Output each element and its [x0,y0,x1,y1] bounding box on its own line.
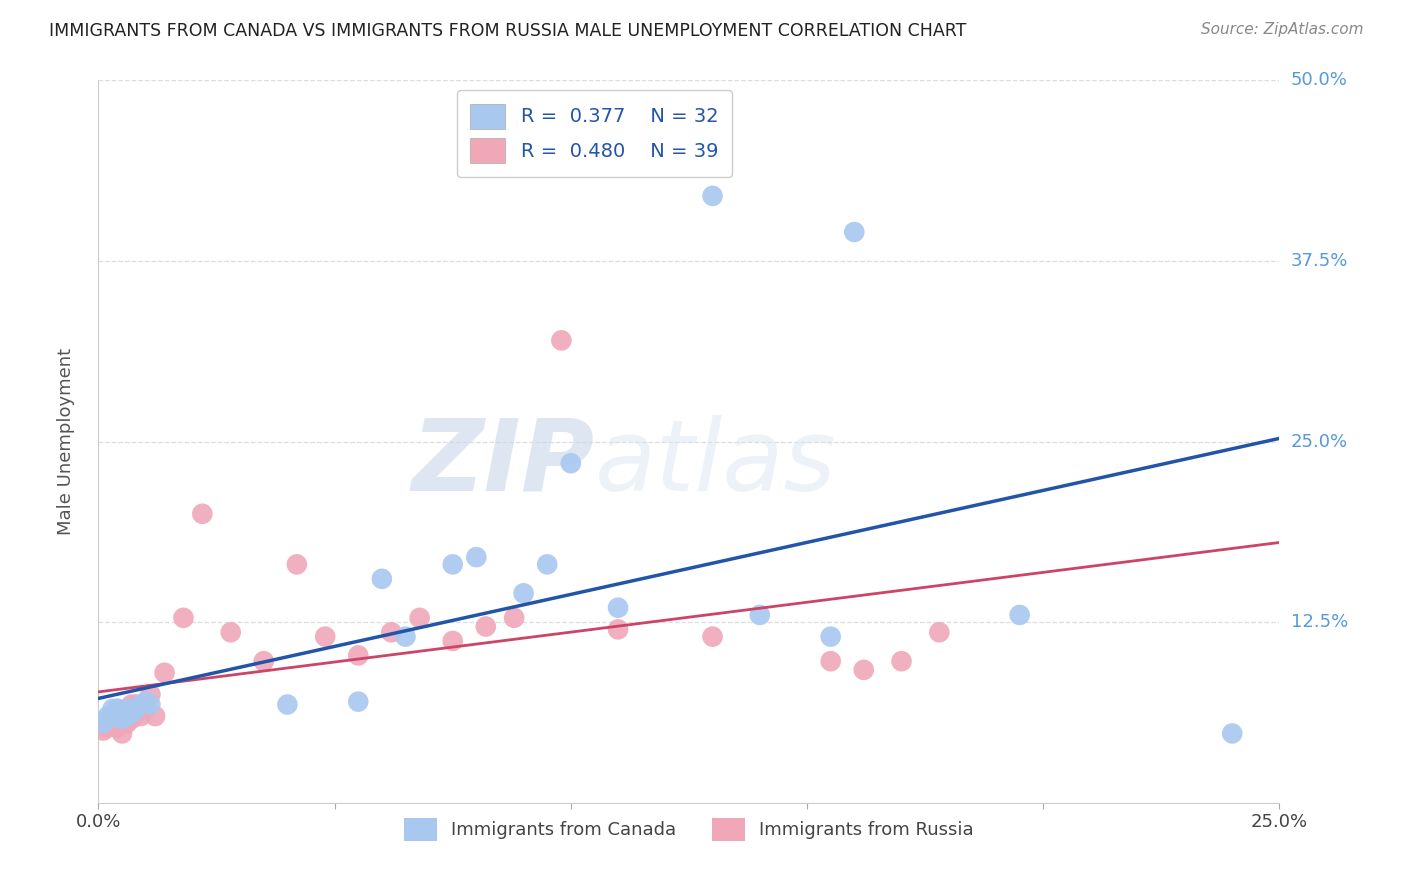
Point [928,625,950,640]
Point [276,698,298,712]
Point [115,709,138,723]
Point [550,334,572,348]
Point [475,619,498,633]
Text: IMMIGRANTS FROM CANADA VS IMMIGRANTS FROM RUSSIA MALE UNEMPLOYMENT CORRELATION C: IMMIGRANTS FROM CANADA VS IMMIGRANTS FRO… [49,22,966,40]
Point [97,721,120,735]
Point [702,189,724,203]
Point [129,709,152,723]
Point [105,702,128,716]
Point [111,709,134,723]
Text: 12.5%: 12.5% [1291,613,1348,632]
Legend: Immigrants from Canada, Immigrants from Russia: Immigrants from Canada, Immigrants from … [396,810,981,848]
Point [219,625,242,640]
Point [91,716,114,731]
Y-axis label: Male Unemployment: Male Unemployment [56,348,75,535]
Point [111,706,134,721]
Point [852,663,875,677]
Text: 50.0%: 50.0% [1291,71,1347,89]
Point [503,611,526,625]
Point [135,695,157,709]
Point [285,558,308,572]
Point [97,712,120,726]
Point [101,702,124,716]
Point [135,702,157,716]
Point [820,654,842,668]
Point [121,698,143,712]
Point [101,709,124,723]
Point [105,721,128,735]
Point [371,572,394,586]
Point [153,665,176,680]
Point [101,709,124,723]
Point [702,630,724,644]
Point [115,716,138,731]
Point [408,611,430,625]
Point [844,225,866,239]
Point [139,687,162,701]
Point [607,600,630,615]
Point [441,558,464,572]
Point [560,456,582,470]
Point [191,507,214,521]
Point [748,607,770,622]
Point [536,558,558,572]
Text: 25.0%: 25.0% [1291,433,1348,450]
Point [465,550,488,565]
Point [394,630,416,644]
Text: ZIP: ZIP [412,415,595,512]
Point [1220,726,1243,740]
Point [115,706,138,721]
Point [347,648,370,663]
Point [253,654,276,668]
Point [91,723,114,738]
Text: 37.5%: 37.5% [1291,252,1348,270]
Point [347,695,370,709]
Point [111,712,134,726]
Point [441,634,464,648]
Point [105,702,128,716]
Point [101,716,124,731]
Point [121,712,143,726]
Point [890,654,912,668]
Point [125,706,148,721]
Point [139,698,162,712]
Point [607,623,630,637]
Text: Source: ZipAtlas.com: Source: ZipAtlas.com [1201,22,1364,37]
Point [512,586,534,600]
Point [314,630,336,644]
Point [97,712,120,726]
Point [172,611,194,625]
Point [1008,607,1031,622]
Text: atlas: atlas [595,415,837,512]
Point [111,726,134,740]
Point [143,709,166,723]
Point [125,702,148,716]
Point [129,698,152,712]
Point [121,706,143,721]
Point [97,709,120,723]
Point [380,625,402,640]
Point [125,698,148,712]
Point [820,630,842,644]
Point [105,709,128,723]
Point [115,702,138,716]
